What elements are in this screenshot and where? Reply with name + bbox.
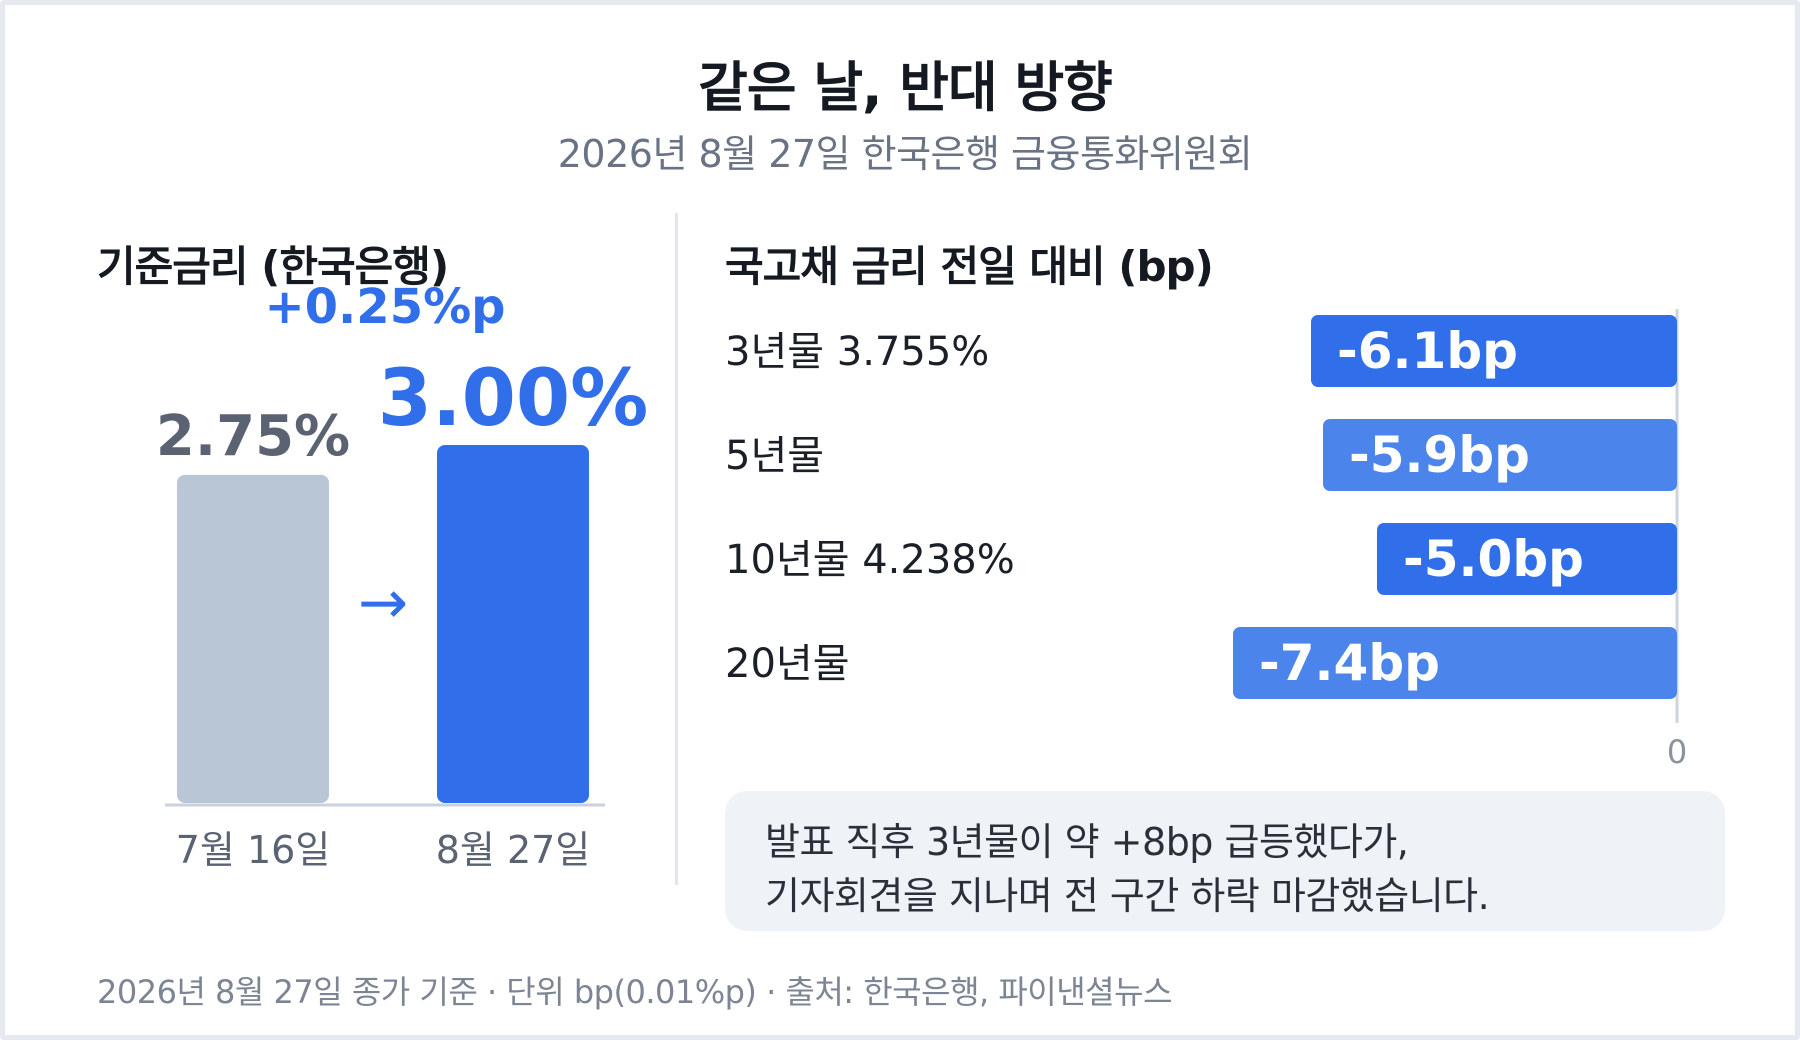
panel-divider	[675, 213, 678, 885]
bond-yield-bar	[1377, 523, 1677, 595]
bond-yield-bar	[1323, 419, 1677, 491]
bond-yield-value-label: -6.1bp	[1337, 322, 1518, 380]
page-title: 같은 날, 반대 방향	[698, 56, 1113, 119]
bond-yield-value-label: -7.4bp	[1259, 634, 1440, 692]
policy-rate-category-label: 7월 16일	[176, 828, 331, 872]
bond-yield-bar	[1233, 627, 1677, 699]
bond-tenor-label: 10년물 4.238%	[725, 537, 1015, 583]
bond-yield-value-label: -5.9bp	[1349, 426, 1530, 484]
bond-yield-chart: 0 -6.1bp 3년물 3.755% -5.9bp 5년물 -5.0bp 10년물 4.2…	[725, 309, 1687, 771]
note-line-1: 발표 직후 3년물이 약 +8bp 급등했다가,	[765, 820, 1409, 864]
note-line-2: 기자회견을 지나며 전 구간 하락 마감했습니다.	[765, 874, 1490, 918]
page-subtitle: 2026년 8월 27일 한국은행 금융통화위원회	[557, 132, 1253, 176]
policy-rate-bar	[437, 445, 589, 803]
bond-tenor-label: 5년물	[725, 433, 824, 479]
bond-yield-bar	[1311, 315, 1677, 387]
policy-rate-bar	[177, 474, 329, 803]
policy-rate-change-label: +0.25%p	[264, 279, 505, 335]
note-box: 발표 직후 3년물이 약 +8bp 급등했다가, 기자회견을 지나며 전 구간 …	[725, 791, 1725, 931]
bond-yield-value-label: -5.0bp	[1403, 530, 1584, 588]
footer-source: 2026년 8월 27일 종가 기준 · 단위 bp(0.01%p) · 출처:…	[97, 973, 1173, 1011]
bond-yield-chart-title: 국고채 금리 전일 대비 (bp)	[725, 242, 1214, 291]
policy-rate-chart: 2.75% 7월 16일 3.00% 8월 27일 +0.25%p →	[156, 279, 649, 872]
bond-chart-zero-tick: 0	[1667, 733, 1687, 771]
policy-rate-value-label: 2.75%	[156, 404, 350, 469]
bond-tenor-label: 20년물	[725, 641, 850, 687]
policy-rate-category-label: 8월 27일	[436, 828, 591, 872]
arrow-right-icon: →	[358, 568, 408, 638]
policy-rate-value-label: 3.00%	[378, 354, 649, 444]
policy-rate-chart-title: 기준금리 (한국은행)	[97, 242, 449, 291]
bond-tenor-label: 3년물 3.755%	[725, 329, 989, 375]
